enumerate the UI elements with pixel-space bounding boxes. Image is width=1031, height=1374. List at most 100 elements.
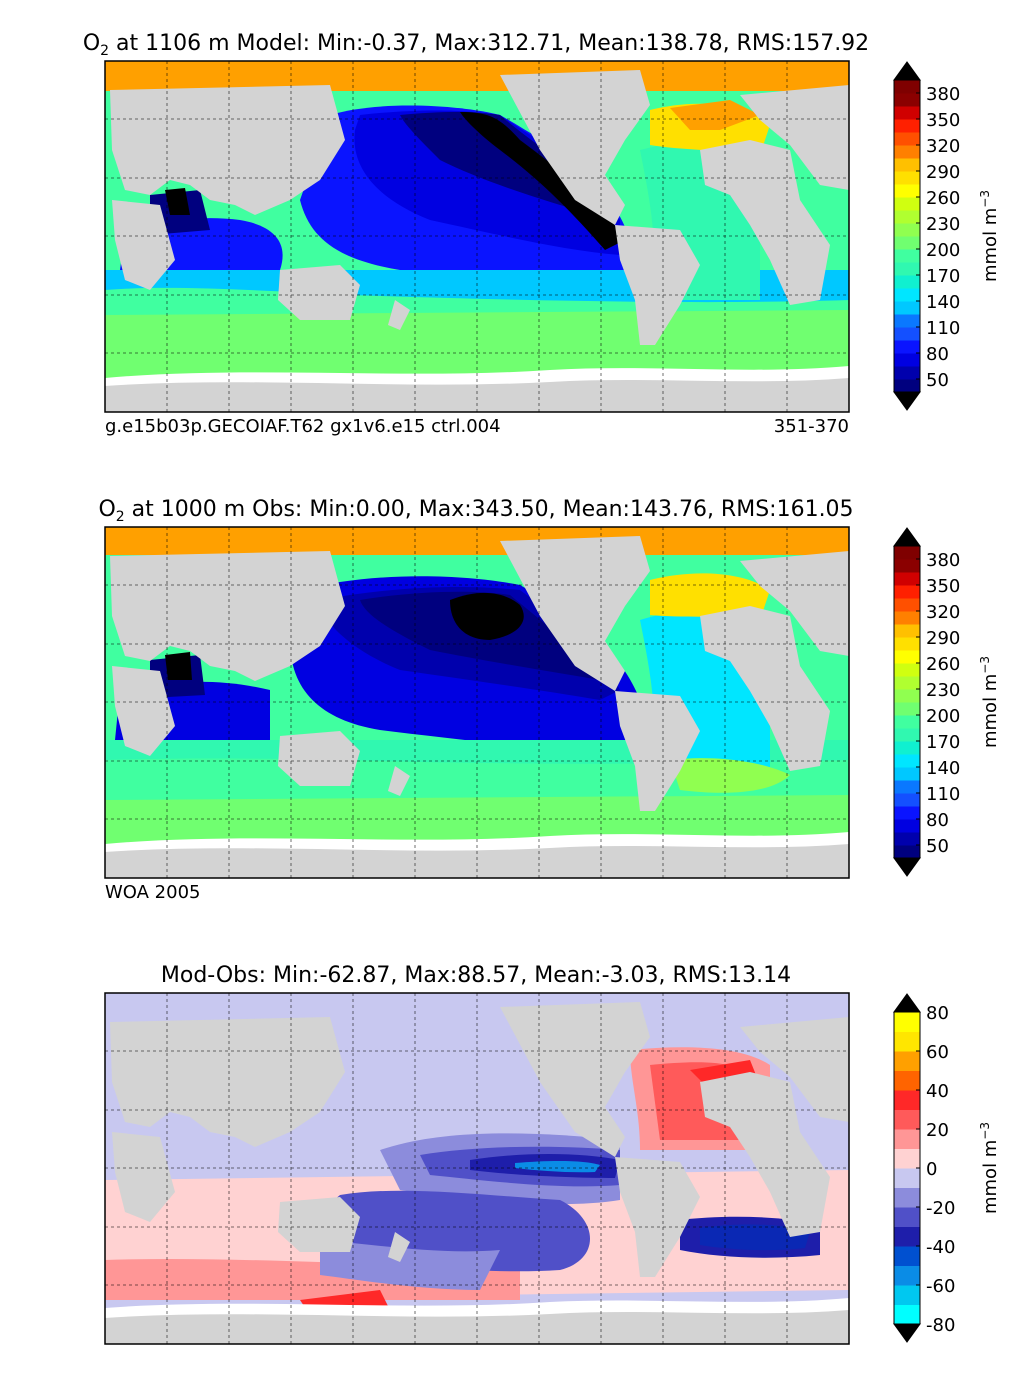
colorbar-tick-label: 290: [926, 628, 960, 649]
colorbar-segment: [894, 1285, 920, 1305]
colorbar-segment: [894, 119, 920, 133]
colorbar-segment: [894, 1051, 920, 1071]
panel-model-map: [105, 61, 849, 412]
panel-model-caption-left: g.e15b03p.GECOIAF.T62 gx1v6.e15 ctrl.004: [105, 416, 501, 437]
colorbar-segment: [894, 340, 920, 354]
colorbar-segment: [894, 314, 920, 328]
colorbar-extend-min: [893, 1323, 921, 1343]
colorbar-tick-label: 140: [926, 758, 960, 779]
panel-diff-colorbar-label: mmol m−3: [978, 1122, 1001, 1214]
colorbar-segment: [894, 559, 920, 573]
colorbar-segment: [894, 1207, 920, 1227]
colorbar-segment: [894, 1129, 920, 1149]
colorbar-segment: [894, 1187, 920, 1208]
colorbar-segment: [894, 93, 920, 107]
panel-diff-map: [105, 993, 849, 1344]
colorbar-segment: [894, 767, 920, 781]
colorbar-segment: [894, 171, 920, 185]
colorbar-segment: [894, 327, 920, 341]
panel-obs-frame: [104, 526, 850, 879]
colorbar-segment: [894, 249, 920, 263]
colorbar-segment: [894, 80, 920, 94]
colorbar-tick-label: 0: [926, 1159, 937, 1180]
colorbar-extend-max: [893, 527, 921, 547]
colorbar-tick-label: 320: [926, 136, 960, 157]
colorbar-segment: [894, 1265, 920, 1286]
colorbar-tick-label: 230: [926, 680, 960, 701]
colorbar-segment: [894, 1109, 920, 1130]
colorbar-tick-label: 40: [926, 1081, 949, 1102]
colorbar-tick-label: 50: [926, 836, 949, 857]
colorbar-extend-max: [893, 993, 921, 1013]
colorbar-extend-min: [893, 391, 921, 411]
panel-obs: O2 at 1000 m Obs: Min:0.00, Max:343.50, …: [98, 497, 1001, 903]
panel-model-colorbar: 50 80 110 140 170 200 230 260 290 320 350 380: [893, 61, 960, 411]
colorbar-frame: [893, 545, 921, 859]
colorbar-segment: [894, 379, 920, 393]
panel-obs-map: [105, 527, 849, 878]
colorbar-segment: [894, 288, 920, 302]
colorbar-tick-label: 20: [926, 1120, 949, 1141]
panel-model-caption-right: 351-370: [774, 416, 849, 437]
colorbar-segment: [894, 624, 920, 638]
colorbar-segment: [894, 366, 920, 380]
colorbar-segment: [894, 145, 920, 159]
colorbar-extend-min: [893, 857, 921, 877]
panel-obs-colorbar-label: mmol m−3: [978, 656, 1001, 748]
colorbar-segment: [894, 793, 920, 807]
colorbar-segment: [894, 275, 920, 289]
colorbar-tick-label: 380: [926, 84, 960, 105]
colorbar-tick-label: 110: [926, 784, 960, 805]
colorbar-segment: [894, 728, 920, 742]
colorbar-tick-label: 80: [926, 810, 949, 831]
colorbar-tick-label: -20: [926, 1198, 955, 1219]
colorbar-segment: [894, 1148, 920, 1169]
colorbar-tick-label: 260: [926, 188, 960, 209]
colorbar-segment: [894, 223, 920, 237]
colorbar-tick-label: 260: [926, 654, 960, 675]
colorbar-segment: [894, 715, 920, 729]
colorbar-tick-label: 110: [926, 318, 960, 339]
colorbar-segment: [894, 158, 920, 172]
colorbar-segment: [894, 832, 920, 846]
colorbar-segment: [894, 702, 920, 716]
colorbar-segment: [894, 637, 920, 651]
colorbar-segment: [894, 197, 920, 211]
panel-model: O2 at 1106 m Model: Min:-0.37, Max:312.7…: [83, 31, 1001, 437]
colorbar-segment: [894, 663, 920, 677]
colorbar-segment: [894, 676, 920, 690]
colorbar-segment: [894, 132, 920, 146]
colorbar-segment: [894, 1246, 920, 1266]
colorbar-segment: [894, 819, 920, 833]
colorbar-tick-label: 50: [926, 370, 949, 391]
colorbar-segment: [894, 184, 920, 198]
colorbar-tick-label: 170: [926, 732, 960, 753]
colorbar-segment: [894, 611, 920, 625]
colorbar-segment: [894, 754, 920, 768]
colorbar-segment: [894, 1070, 920, 1091]
panel-model-colorbar-label: mmol m−3: [978, 190, 1001, 282]
panel-diff: Mod-Obs: Min:-62.87, Max:88.57, Mean:-3.…: [104, 963, 1001, 1345]
panel-obs-title: O2 at 1000 m Obs: Min:0.00, Max:343.50, …: [98, 497, 853, 525]
colorbar-tick-label: -40: [926, 1237, 955, 1258]
colorbar-segment: [894, 689, 920, 703]
colorbar-segment: [894, 650, 920, 664]
colorbar-segment: [894, 741, 920, 755]
colorbar-tick-label: 230: [926, 214, 960, 235]
panel-diff-title: Mod-Obs: Min:-62.87, Max:88.57, Mean:-3.…: [161, 963, 791, 988]
colorbar-segment: [894, 353, 920, 367]
colorbar-segment: [894, 546, 920, 560]
colorbar-tick-label: -80: [926, 1315, 955, 1336]
colorbar-segment: [894, 1226, 920, 1247]
colorbar-tick-label: 320: [926, 602, 960, 623]
colorbar-tick-label: 350: [926, 576, 960, 597]
colorbar-segment: [894, 572, 920, 586]
colorbar-segment: [894, 585, 920, 599]
panel-diff-colorbar: -80 -60 -40 -20 0 20 40 60 80: [893, 993, 955, 1343]
colorbar-extend-max: [893, 61, 921, 81]
colorbar-segment: [894, 780, 920, 794]
colorbar-tick-label: 140: [926, 292, 960, 313]
colorbar-segment: [894, 1168, 920, 1188]
colorbar-segment: [894, 106, 920, 120]
